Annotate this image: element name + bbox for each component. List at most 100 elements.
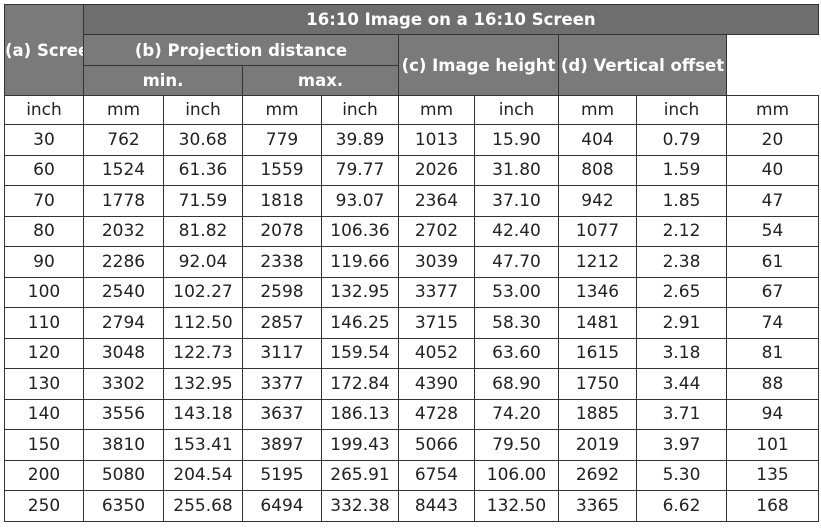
table-cell: 2364 (398, 185, 475, 217)
table-cell: 2598 (242, 276, 322, 308)
table-cell: 4390 (398, 368, 475, 400)
table-cell: 92.04 (163, 246, 243, 278)
table-cell: 1346 (558, 276, 637, 308)
table-cell: 2078 (242, 215, 322, 247)
unit-row: inch mm inch mm inch mm inch mm inch mm (4, 95, 819, 125)
table-cell: 153.41 (163, 429, 243, 461)
table-cell: 54 (726, 215, 819, 247)
table-cell: 3377 (398, 276, 475, 308)
table-cell: 6.62 (636, 490, 727, 522)
table-cell: 1013 (398, 124, 475, 156)
table-cell: 2794 (83, 307, 164, 339)
table-cell: 8443 (398, 490, 475, 522)
table-cell: 3039 (398, 246, 475, 278)
table-cell: 779 (242, 124, 322, 156)
table-cell: 808 (558, 154, 637, 186)
table-cell: 39.89 (321, 124, 399, 156)
table-cell: 2.12 (636, 215, 727, 247)
table-cell: 2338 (242, 246, 322, 278)
table-cell: 79.50 (474, 429, 559, 461)
table-cell: 2.65 (636, 276, 727, 308)
table-cell: 199.43 (321, 429, 399, 461)
table-cell: 3048 (83, 337, 164, 369)
table-cell: 53.00 (474, 276, 559, 308)
table-cell: 47 (726, 185, 819, 217)
table-cell: 47.70 (474, 246, 559, 278)
table-cell: 140 (4, 398, 84, 430)
table-cell: 68.90 (474, 368, 559, 400)
table-cell: 15.90 (474, 124, 559, 156)
table-cell: 250 (4, 490, 84, 522)
table-cell: 1524 (83, 154, 164, 186)
table-row: 30 762 30.68 779 39.89 1013 15.90 404 0.79 20 (4, 124, 819, 156)
table-row: 150 3810 153.41 3897 199.43 5066 79.50 2019 3.97… (4, 429, 819, 461)
projection-table: (a) Screen Size 16:10 Image on a 16:10 S… (4, 4, 819, 522)
unit-cell: inch (636, 95, 727, 125)
table-row: 200 5080 204.54 5195 265.91 6754 106.00 2692 5.3… (4, 459, 819, 491)
table-cell: 2692 (558, 459, 637, 491)
table-cell: 143.18 (163, 398, 243, 430)
table-row: 80 2032 81.82 2078 106.36 2702 42.40 1077 2.12 54 (4, 215, 819, 247)
table-cell: 332.38 (321, 490, 399, 522)
table-cell: 2702 (398, 215, 475, 247)
table-cell: 3377 (242, 368, 322, 400)
table-cell: 2.38 (636, 246, 727, 278)
table-cell: 2026 (398, 154, 475, 186)
table-cell: 2032 (83, 215, 164, 247)
table-cell: 3.71 (636, 398, 727, 430)
table-cell: 3637 (242, 398, 322, 430)
table-cell: 31.80 (474, 154, 559, 186)
table-cell: 81.82 (163, 215, 243, 247)
table-cell: 106.36 (321, 215, 399, 247)
table-cell: 5.30 (636, 459, 727, 491)
table-cell: 110 (4, 307, 84, 339)
table-row: 100 2540 102.27 2598 132.95 3377 53.00 1346 2.65… (4, 276, 819, 308)
table-cell: 90 (4, 246, 84, 278)
unit-cell: mm (558, 95, 637, 125)
table-cell: 1885 (558, 398, 637, 430)
table-cell: 5080 (83, 459, 164, 491)
table-cell: 30.68 (163, 124, 243, 156)
table-cell: 255.68 (163, 490, 243, 522)
unit-cell: mm (726, 95, 819, 125)
table-cell: 74.20 (474, 398, 559, 430)
table-cell: 1778 (83, 185, 164, 217)
table-body: 30 762 30.68 779 39.89 1013 15.90 404 0.79 20 60 15… (4, 124, 819, 522)
image-height-header: (c) Image height (398, 34, 559, 96)
table-cell: 2286 (83, 246, 164, 278)
table-cell: 1818 (242, 185, 322, 217)
table-cell: 132.50 (474, 490, 559, 522)
table-cell: 5195 (242, 459, 322, 491)
table-cell: 79.77 (321, 154, 399, 186)
projection-distance-header: (b) Projection distance (83, 34, 399, 66)
table-cell: 5066 (398, 429, 475, 461)
table-cell: 1559 (242, 154, 322, 186)
min-header: min. (83, 65, 243, 96)
table-cell: 6754 (398, 459, 475, 491)
table-cell: 159.54 (321, 337, 399, 369)
table-cell: 120 (4, 337, 84, 369)
table-cell: 106.00 (474, 459, 559, 491)
table-row: 110 2794 112.50 2857 146.25 3715 58.30 1481 2.91… (4, 307, 819, 339)
table-cell: 4052 (398, 337, 475, 369)
table-cell: 4728 (398, 398, 475, 430)
table-cell: 100 (4, 276, 84, 308)
table-cell: 3.97 (636, 429, 727, 461)
table-cell: 122.73 (163, 337, 243, 369)
table-cell: 112.50 (163, 307, 243, 339)
table-cell: 20 (726, 124, 819, 156)
table-cell: 942 (558, 185, 637, 217)
table-cell: 2.91 (636, 307, 727, 339)
unit-cell: inch (4, 95, 84, 125)
table-cell: 2540 (83, 276, 164, 308)
unit-cell: mm (242, 95, 322, 125)
table-cell: 61 (726, 246, 819, 278)
table-row: 70 1778 71.59 1818 93.07 2364 37.10 942 1.85 47 (4, 185, 819, 217)
table-cell: 42.40 (474, 215, 559, 247)
table-cell: 186.13 (321, 398, 399, 430)
table-cell: 135 (726, 459, 819, 491)
table-row: 120 3048 122.73 3117 159.54 4052 63.60 1615 3.18… (4, 337, 819, 369)
table-cell: 762 (83, 124, 164, 156)
unit-cell: inch (321, 95, 399, 125)
table-row: 140 3556 143.18 3637 186.13 4728 74.20 1885 3.71… (4, 398, 819, 430)
